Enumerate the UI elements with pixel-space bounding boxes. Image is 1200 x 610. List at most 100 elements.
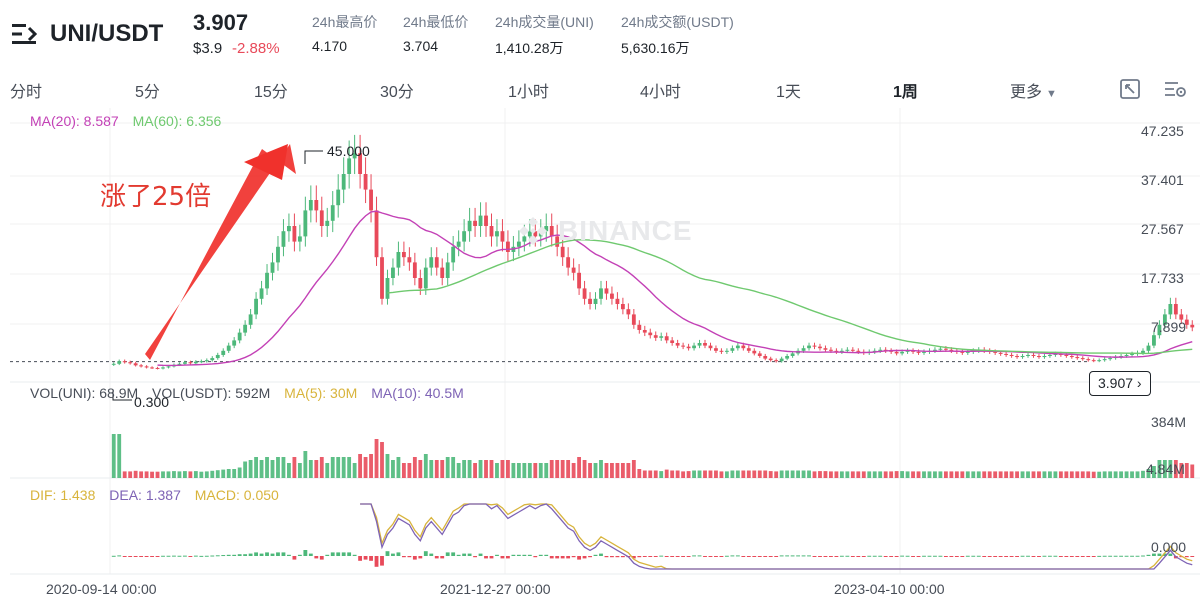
macd-bar xyxy=(122,556,127,557)
volume-bar xyxy=(319,457,324,478)
price-chart[interactable] xyxy=(0,104,1200,610)
volume-bar xyxy=(276,457,280,478)
macd-bar xyxy=(347,552,352,556)
interval-tab-1w[interactable]: 1周 xyxy=(893,84,918,101)
macd-bar xyxy=(325,554,330,556)
macd-bar xyxy=(922,555,926,557)
stat-label: 24h最低价 xyxy=(403,14,469,30)
candle-body xyxy=(1130,353,1134,355)
interval-tab-1d[interactable]: 1天 xyxy=(776,84,801,101)
candle-body xyxy=(1064,354,1069,356)
volume-bar xyxy=(281,457,286,478)
volume-bar xyxy=(440,460,445,478)
macd-bar xyxy=(155,556,160,557)
x-axis-label: 2020-09-14 00:00 xyxy=(46,581,157,597)
volume-bar xyxy=(150,471,154,478)
volume-bar xyxy=(1015,471,1019,478)
macd-bar xyxy=(1168,553,1173,556)
volume-bar xyxy=(905,471,910,478)
volume-bars xyxy=(111,434,1195,478)
volume-bar xyxy=(1042,471,1047,478)
volume-bar xyxy=(358,454,363,478)
candle-body xyxy=(232,340,237,346)
candle-body xyxy=(659,336,664,338)
macd-bar xyxy=(1064,556,1069,557)
stat-value: 5,630.16万 xyxy=(621,40,690,56)
ticker-header: UNI/USDT 3.907 $3.9 -2.88% 24h最高价 4.170 … xyxy=(0,0,1200,64)
macd-bar xyxy=(484,556,488,559)
candle-body xyxy=(1124,354,1129,356)
volume-bar xyxy=(418,460,423,478)
candle-body xyxy=(670,340,675,343)
candle-body xyxy=(933,349,937,351)
volume-bar xyxy=(347,457,352,478)
volume-bar xyxy=(1004,471,1009,478)
volume-bar xyxy=(473,463,477,478)
macd-bar xyxy=(418,556,423,559)
volume-bar xyxy=(182,471,187,478)
candle-body xyxy=(128,362,133,364)
volume-bar xyxy=(1124,471,1129,478)
macd-bar xyxy=(516,554,521,556)
candle-body xyxy=(1102,359,1107,361)
volume-bar xyxy=(325,463,330,478)
candle-body xyxy=(1048,354,1052,356)
ma-legend: MA(20): 8.587 MA(60): 6.356 xyxy=(30,113,231,129)
candle-body xyxy=(226,345,231,351)
settings-icon[interactable] xyxy=(1162,76,1188,102)
fullscreen-icon[interactable] xyxy=(1117,76,1143,102)
candle-body xyxy=(1091,360,1096,362)
volume-bar xyxy=(582,460,587,478)
candle-body xyxy=(763,356,768,359)
macd-bar xyxy=(188,556,193,557)
usd-price: $3.9 xyxy=(193,40,223,57)
interval-tab-30m[interactable]: 30分 xyxy=(380,84,414,101)
volume-bar xyxy=(237,467,242,478)
macd-bar xyxy=(954,556,959,557)
interval-tab-timeline[interactable]: 分时 xyxy=(10,84,43,101)
macd-bar xyxy=(615,556,620,558)
candle-body xyxy=(911,350,915,352)
macd-bar xyxy=(1004,556,1009,557)
volume-bar xyxy=(588,463,592,478)
interval-tab-15m[interactable]: 15分 xyxy=(254,84,288,101)
volume-bar xyxy=(571,463,576,478)
macd-bar xyxy=(993,556,998,557)
last-price: 3.907 xyxy=(193,10,249,35)
macd-legend: DIF: 1.438 DEA: 1.387 MACD: 0.050 xyxy=(30,487,289,503)
interval-tab-4h[interactable]: 4小时 xyxy=(640,84,681,101)
candle-body xyxy=(314,200,319,211)
interval-tab-1h[interactable]: 1小时 xyxy=(508,84,549,101)
volume-bar xyxy=(292,457,297,478)
high-marker xyxy=(304,150,323,164)
annotation-arrow xyxy=(145,144,296,360)
volume-bar xyxy=(1086,471,1091,478)
volume-bar xyxy=(692,470,696,478)
volume-bar xyxy=(604,463,609,478)
macd-bar xyxy=(829,556,833,557)
macd-bar xyxy=(538,554,543,556)
candle-body xyxy=(188,362,193,364)
volume-bar xyxy=(763,470,768,478)
volume-bar xyxy=(954,471,959,478)
volume-bar xyxy=(297,463,302,478)
macd-bar xyxy=(1042,555,1047,557)
macd-bar xyxy=(741,556,746,557)
candle-body xyxy=(544,226,549,232)
volume-bar xyxy=(352,463,357,478)
menu-icon[interactable] xyxy=(12,22,40,46)
volume-bar xyxy=(429,460,434,478)
candle-body xyxy=(533,231,538,237)
candle-body xyxy=(319,210,324,226)
macd-bar xyxy=(900,555,905,557)
interval-tab-5m[interactable]: 5分 xyxy=(135,84,160,101)
symbol-name[interactable]: UNI/USDT xyxy=(50,20,164,47)
macd-bar xyxy=(522,554,527,556)
candle-body xyxy=(823,348,828,350)
current-price-tag[interactable]: 3.907 › xyxy=(1089,371,1151,396)
macd-bar xyxy=(599,553,603,556)
more-intervals-dropdown[interactable]: 更多 ▼ xyxy=(1010,78,1057,102)
macd-bar xyxy=(1053,555,1058,557)
volume-bar xyxy=(303,451,308,478)
candle-body xyxy=(626,309,631,315)
